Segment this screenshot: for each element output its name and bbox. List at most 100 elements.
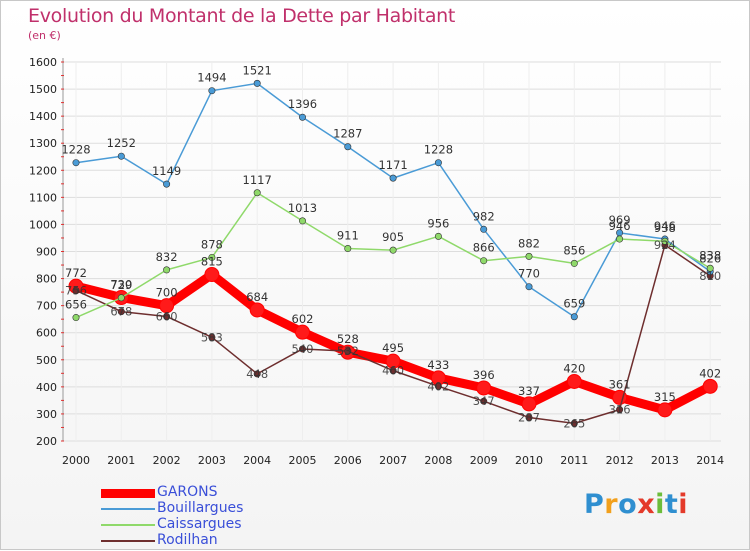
data-point-caissargues xyxy=(570,259,578,267)
x-tick-label: 2011 xyxy=(560,454,588,467)
data-point-rodilhan xyxy=(253,370,261,378)
x-tick-label: 2014 xyxy=(696,454,724,467)
x-tick-label: 2002 xyxy=(153,454,181,467)
data-point-rodilhan xyxy=(434,382,442,390)
data-label-rodilhan: 460 xyxy=(382,364,404,378)
data-point-garons xyxy=(657,402,673,418)
data-point-garons xyxy=(521,396,537,412)
data-label-rodilhan: 316 xyxy=(609,403,631,417)
data-label-rodilhan: 265 xyxy=(563,416,585,430)
data-label-rodilhan: 678 xyxy=(110,305,132,319)
data-label-rodilhan: 924 xyxy=(654,238,676,252)
data-label-bouillargues: 1396 xyxy=(288,97,317,111)
y-tick-label: 1200 xyxy=(29,164,57,177)
data-label-garons: 396 xyxy=(473,368,495,382)
y-tick-label: 400 xyxy=(36,381,57,394)
x-tick-label: 2012 xyxy=(606,454,634,467)
data-point-caissargues xyxy=(480,257,488,265)
data-point-caissargues xyxy=(72,314,80,322)
data-label-bouillargues: 982 xyxy=(473,209,495,223)
data-point-rodilhan xyxy=(208,333,216,341)
data-label-bouillargues: 770 xyxy=(518,267,540,281)
data-point-caissargues xyxy=(525,252,533,260)
data-label-bouillargues: 1494 xyxy=(197,71,226,85)
data-label-garons: 433 xyxy=(427,358,449,372)
data-label-garons: 700 xyxy=(156,286,178,300)
data-label-rodilhan: 756 xyxy=(65,283,87,297)
logo-letter: o xyxy=(618,489,638,520)
y-tick-label: 500 xyxy=(36,354,57,367)
data-label-bouillargues: 1252 xyxy=(107,136,136,150)
legend-swatch-caissargues xyxy=(101,524,155,526)
data-point-bouillargues xyxy=(163,180,171,188)
data-point-rodilhan xyxy=(117,308,125,316)
data-label-bouillargues: 1228 xyxy=(61,143,90,157)
y-tick-label: 1300 xyxy=(29,137,57,150)
data-point-bouillargues xyxy=(389,174,397,182)
logo-letter: r xyxy=(604,489,619,520)
data-label-caissargues: 878 xyxy=(201,237,223,251)
logo-letter: i xyxy=(678,489,689,520)
y-tick-label: 1100 xyxy=(29,191,57,204)
legend-label-garons: GARONS xyxy=(157,484,218,500)
x-tick-label: 2010 xyxy=(515,454,543,467)
data-label-bouillargues: 826 xyxy=(699,252,721,266)
data-label-garons: 315 xyxy=(654,390,676,404)
data-label-caissargues: 1013 xyxy=(288,201,317,215)
legend-label-rodilhan: Rodilhan xyxy=(157,532,218,548)
y-tick-label: 1500 xyxy=(29,83,57,96)
data-point-rodilhan xyxy=(616,406,624,414)
data-label-rodilhan: 660 xyxy=(156,309,178,323)
data-point-bouillargues xyxy=(253,79,261,87)
data-point-rodilhan xyxy=(344,347,352,355)
logo-letter: P xyxy=(584,489,605,520)
data-point-caissargues xyxy=(208,253,216,261)
legend-swatch-bouillargues xyxy=(101,508,155,510)
data-label-bouillargues: 1521 xyxy=(243,63,272,77)
data-point-caissargues xyxy=(344,245,352,253)
data-point-bouillargues xyxy=(72,159,80,167)
data-label-garons: 402 xyxy=(699,366,721,380)
x-tick-label: 2003 xyxy=(198,454,226,467)
y-tick-label: 900 xyxy=(36,246,57,259)
data-point-rodilhan xyxy=(480,397,488,405)
x-tick-label: 2005 xyxy=(289,454,317,467)
data-point-caissargues xyxy=(163,266,171,274)
y-tick-label: 1400 xyxy=(29,110,57,123)
data-label-bouillargues: 1287 xyxy=(333,127,362,141)
data-label-rodilhan: 347 xyxy=(473,394,495,408)
chart-title: Evolution du Montant de la Dette par Hab… xyxy=(28,5,456,27)
data-label-caissargues: 656 xyxy=(65,298,87,312)
data-point-bouillargues xyxy=(525,283,533,291)
data-point-bouillargues xyxy=(570,313,578,321)
data-point-caissargues xyxy=(253,189,261,197)
data-point-rodilhan xyxy=(298,345,306,353)
data-label-bouillargues: 1149 xyxy=(152,164,181,178)
x-tick-label: 2000 xyxy=(62,454,90,467)
data-label-rodilhan: 540 xyxy=(292,342,314,356)
data-point-bouillargues xyxy=(298,113,306,121)
data-point-rodilhan xyxy=(525,413,533,421)
x-tick-label: 2006 xyxy=(334,454,362,467)
legend-label-bouillargues: Bouillargues xyxy=(157,500,244,516)
data-point-rodilhan xyxy=(570,419,578,427)
data-label-garons: 361 xyxy=(609,377,631,391)
data-label-garons: 528 xyxy=(337,332,359,346)
x-tick-label: 2001 xyxy=(107,454,135,467)
data-label-garons: 684 xyxy=(246,290,268,304)
data-label-garons: 815 xyxy=(201,255,223,269)
x-tick-label: 2009 xyxy=(470,454,498,467)
data-label-garons: 602 xyxy=(292,312,314,326)
data-label-caissargues: 866 xyxy=(473,241,495,255)
data-point-bouillargues xyxy=(208,87,216,95)
data-point-garons xyxy=(159,298,175,314)
data-label-caissargues: 832 xyxy=(156,250,178,264)
data-point-rodilhan xyxy=(389,367,397,375)
y-tick-label: 800 xyxy=(36,273,57,286)
y-tick-label: 700 xyxy=(36,300,57,313)
data-point-caissargues xyxy=(298,217,306,225)
data-point-caissargues xyxy=(661,237,669,245)
y-tick-label: 600 xyxy=(36,327,57,340)
x-tick-label: 2007 xyxy=(379,454,407,467)
